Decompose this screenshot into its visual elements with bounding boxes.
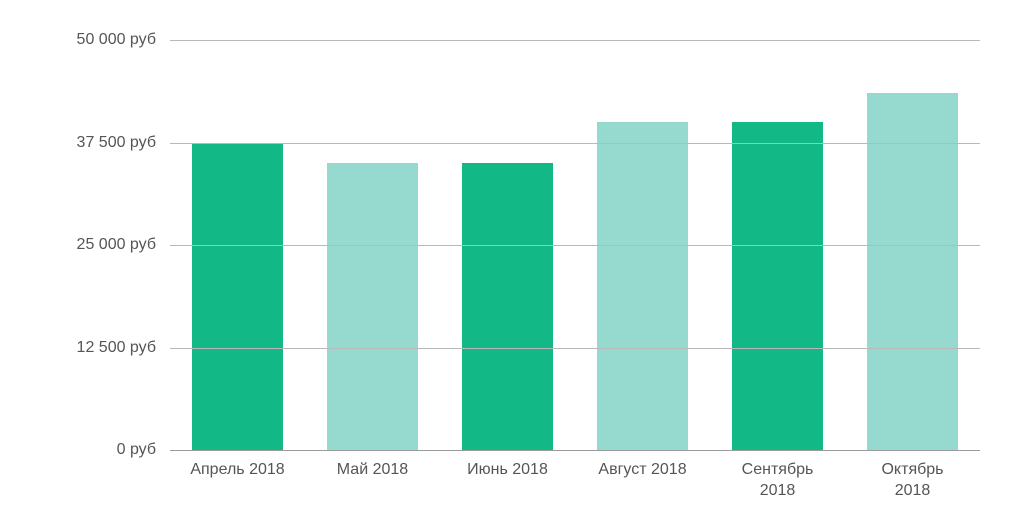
x-tick-label: Май 2018 [305,460,440,502]
x-tick-label: Апрель 2018 [170,460,305,502]
x-axis-labels: Апрель 2018Май 2018Июнь 2018Август 2018С… [170,460,980,502]
plot-area: Апрель 2018Май 2018Июнь 2018Август 2018С… [170,40,980,451]
bar-chart: Апрель 2018Май 2018Июнь 2018Август 2018С… [0,0,1024,532]
x-tick-label: Июнь 2018 [440,460,575,502]
x-tick-label: Октябрь2018 [845,460,980,502]
x-tick-label: Сентябрь2018 [710,460,845,502]
bar [867,93,959,450]
bar [462,163,554,450]
bar [597,122,689,450]
bar [732,122,824,450]
bar [327,163,419,450]
x-tick-label: Август 2018 [575,460,710,502]
y-tick-label: 0 руб [117,441,156,459]
gridline [170,245,980,246]
gridline [170,348,980,349]
y-tick-label: 50 000 руб [77,31,156,49]
gridline [170,40,980,41]
gridline [170,143,980,144]
y-tick-label: 25 000 руб [77,236,156,254]
bar [192,143,284,451]
y-tick-label: 12 500 руб [77,339,156,357]
y-tick-label: 37 500 руб [77,134,156,152]
